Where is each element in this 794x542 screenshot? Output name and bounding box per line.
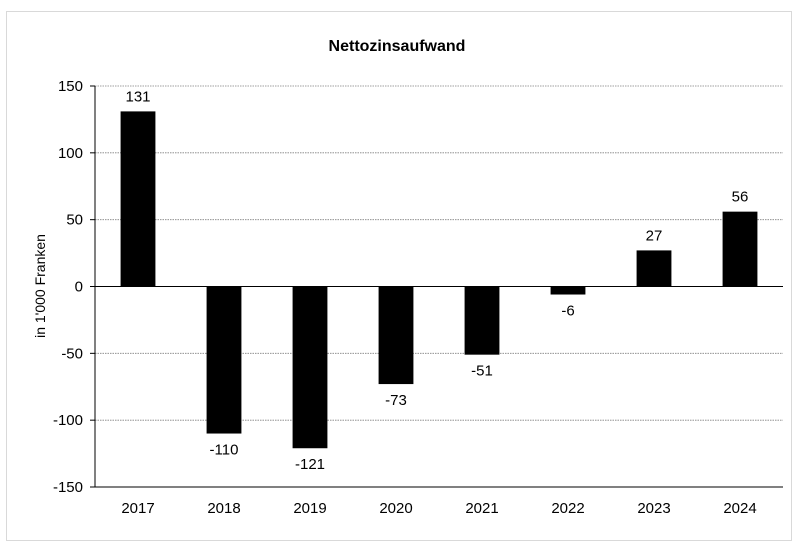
x-tick-label: 2019 [293,500,326,517]
x-tick-label: 2022 [551,500,584,517]
bar [636,250,672,287]
x-tick-label: 2021 [465,500,498,517]
chart-title: Nettozinsaufwand [329,38,466,55]
data-label: 56 [732,189,749,206]
data-label: 27 [646,227,663,244]
bar [464,286,500,355]
data-label: -110 [210,442,239,459]
y-tick-label: -50 [61,345,83,362]
x-tick-label: 2017 [121,500,154,517]
data-label: -73 [385,392,407,409]
bar [378,286,414,385]
y-tick-label: -150 [53,479,83,496]
x-tick-label: 2018 [207,500,240,517]
bar [550,286,586,295]
data-label: -6 [561,303,574,320]
y-tick-label: 0 [75,279,83,296]
y-tick-label: 150 [58,78,83,95]
x-tick-label: 2023 [637,500,670,517]
y-axis-label: in 1'000 Franken [32,234,48,338]
bar [120,111,156,287]
data-labels: 131 -110 -121 -73 -51 -6 27 56 [125,88,748,473]
x-tick-label: 2020 [379,500,412,517]
y-tick-label: -100 [53,412,83,429]
bar [206,286,242,434]
y-tick-label: 100 [58,145,83,162]
data-label: 131 [125,88,150,105]
tick-labels: 150 100 50 0 -50 -100 -150 2017 2018 2019 2020 2021… [53,78,757,517]
y-tick-label: 50 [66,212,83,229]
data-label: -51 [471,363,493,380]
x-tick-label: 2024 [723,500,756,517]
bar [722,211,758,287]
bars [120,111,758,449]
bar [292,286,328,449]
data-label: -121 [295,456,325,473]
axes [90,85,783,488]
